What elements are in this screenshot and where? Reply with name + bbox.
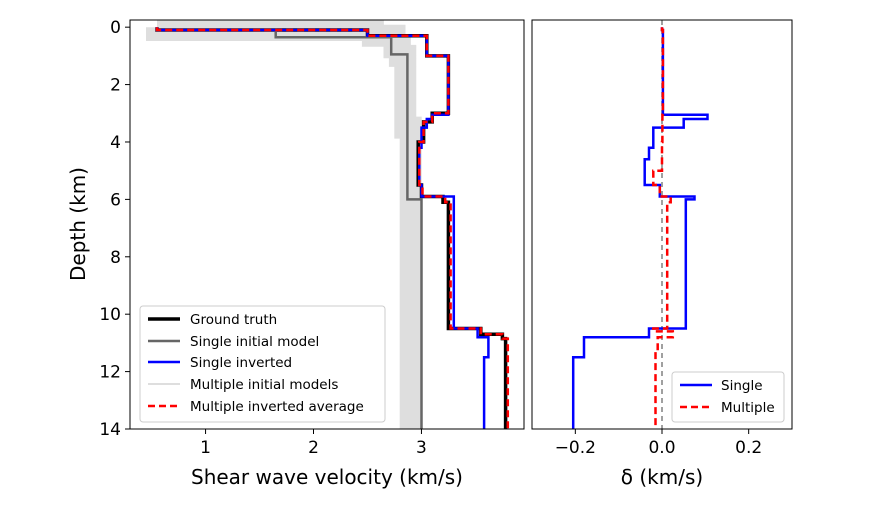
velocity-y-tick-label: 0 bbox=[110, 18, 121, 38]
velocity-y-axis-label: Depth (km) bbox=[66, 167, 90, 281]
delta-x-axis-label: δ (km/s) bbox=[621, 465, 703, 489]
velocity-x-ticks: 1 2 3 bbox=[200, 429, 427, 458]
velocity-legend: Ground truth Single initial model Single… bbox=[139, 305, 386, 423]
velocity-x-tick-label: 1 bbox=[200, 438, 211, 458]
velocity-legend-frame bbox=[139, 305, 386, 423]
legend-label-single: Single bbox=[721, 378, 763, 394]
delta-legend: Single Multiple bbox=[671, 371, 785, 423]
velocity-y-tick-label: 2 bbox=[110, 76, 121, 96]
velocity-y-tick-label: 8 bbox=[110, 248, 121, 268]
velocity-y-tick-label: 14 bbox=[99, 420, 121, 440]
delta-series-multiple bbox=[652, 27, 675, 429]
legend-label-multiple: Multiple bbox=[721, 400, 775, 416]
delta-x-ticks: −0.2 0.0 0.2 bbox=[555, 429, 762, 458]
legend-label-multiple-initial: Multiple initial models bbox=[190, 377, 338, 393]
velocity-y-tick-label: 10 bbox=[99, 305, 121, 325]
delta-series-single bbox=[571, 27, 709, 429]
delta-plot-area bbox=[571, 20, 709, 429]
velocity-plot-area bbox=[146, 20, 510, 429]
velocity-x-tick-label: 2 bbox=[308, 438, 319, 458]
delta-x-tick-label: −0.2 bbox=[555, 438, 596, 458]
velocity-x-tick-label: 3 bbox=[416, 438, 427, 458]
velocity-series-multiple-inverted-average bbox=[155, 27, 510, 429]
velocity-y-tick-label: 4 bbox=[110, 133, 121, 153]
legend-label-single-inverted: Single inverted bbox=[190, 355, 292, 371]
velocity-axes-frame bbox=[129, 19, 525, 430]
velocity-x-axis-label: Shear wave velocity (km/s) bbox=[191, 465, 463, 489]
legend-label-single-initial: Single initial model bbox=[190, 334, 319, 350]
delta-x-tick-label: 0.0 bbox=[648, 438, 675, 458]
delta-x-tick-label: 0.2 bbox=[735, 438, 762, 458]
velocity-y-tick-label: 12 bbox=[99, 363, 121, 383]
legend-label-ground-truth: Ground truth bbox=[190, 312, 277, 328]
velocity-y-ticks: 0 2 4 6 8 10 12 14 bbox=[99, 18, 130, 440]
delta-panel: −0.2 0.0 0.2 δ (km/s) Single Multiple bbox=[531, 19, 793, 489]
legend-label-multiple-inverted: Multiple inverted average bbox=[190, 399, 364, 415]
velocity-y-tick-label: 6 bbox=[110, 190, 121, 210]
